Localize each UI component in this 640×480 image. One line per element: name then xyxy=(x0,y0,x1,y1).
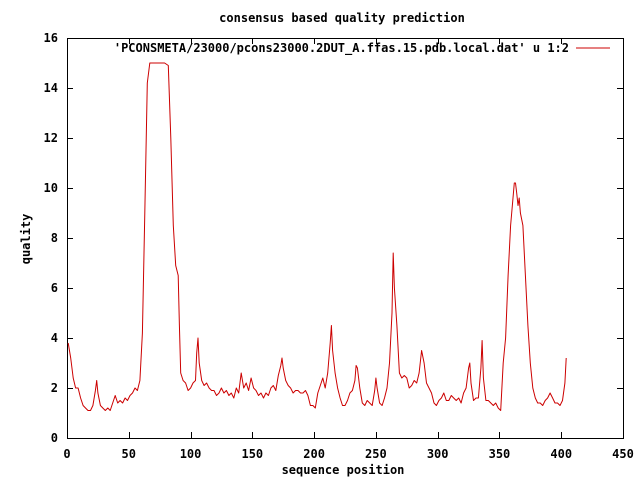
y-tick-label: 12 xyxy=(44,131,58,145)
y-axis-label: quality xyxy=(19,214,33,265)
series-group xyxy=(67,62,567,411)
x-tick-label: 450 xyxy=(612,447,634,461)
x-tick-label: 400 xyxy=(550,447,572,461)
y-tick-label: 4 xyxy=(51,331,58,345)
x-tick-label: 250 xyxy=(365,447,387,461)
series-line xyxy=(67,62,567,411)
x-tick-label: 50 xyxy=(122,447,136,461)
x-tick-label: 200 xyxy=(303,447,325,461)
chart-title: consensus based quality prediction xyxy=(219,11,465,25)
x-tick-label: 300 xyxy=(427,447,449,461)
x-tick-label: 100 xyxy=(180,447,202,461)
x-axis-label: sequence position xyxy=(282,463,405,477)
x-tick-label: 150 xyxy=(241,447,263,461)
legend: 'PCONSMETA/23000/pcons23000.2DUT_A.ffas.… xyxy=(114,41,610,56)
x-tick-label: 350 xyxy=(489,447,511,461)
legend-label: 'PCONSMETA/23000/pcons23000.2DUT_A.ffas.… xyxy=(114,41,569,56)
plot-frame xyxy=(67,38,624,439)
axis-ticks xyxy=(67,38,624,439)
y-tick-label: 10 xyxy=(44,181,58,195)
y-tick-label: 14 xyxy=(44,81,58,95)
y-tick-label: 2 xyxy=(51,381,58,395)
axis-tick-labels: 0 50 100 150 200 250 300 350 400 450 0 2 4 6 8 10 12 14 16 xyxy=(44,31,634,461)
y-tick-label: 16 xyxy=(44,31,58,45)
y-tick-label: 8 xyxy=(51,231,58,245)
y-tick-label: 6 xyxy=(51,281,58,295)
x-tick-label: 0 xyxy=(63,447,70,461)
y-tick-label: 0 xyxy=(51,431,58,445)
